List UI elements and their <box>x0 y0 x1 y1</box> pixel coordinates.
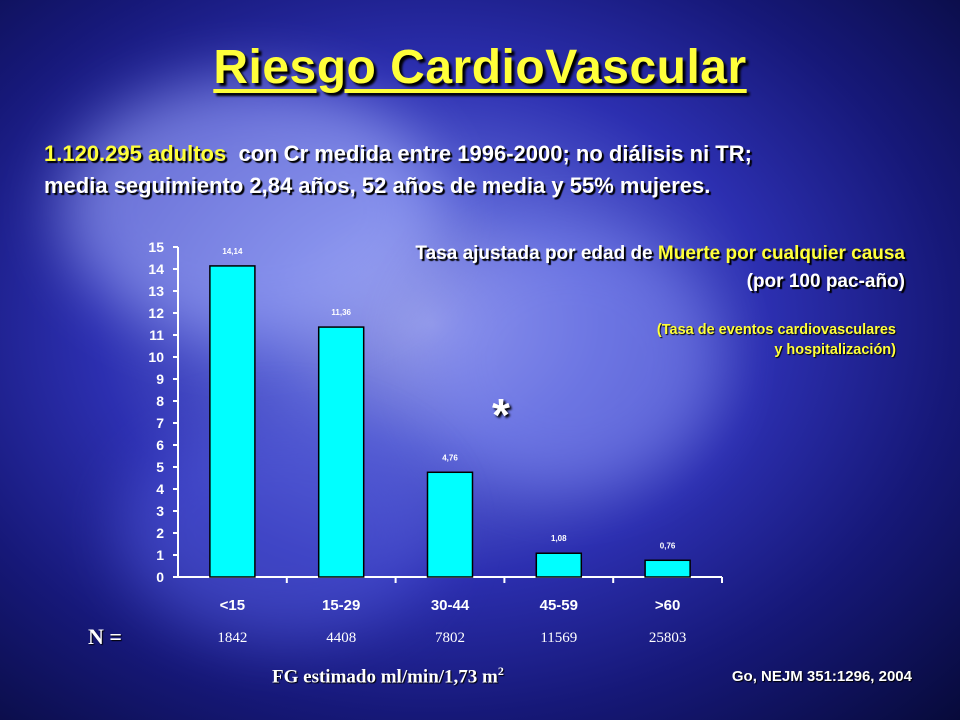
intro-rest: con Cr medida entre 1996-2000; no diális… <box>238 141 752 166</box>
y-tick-label-12: 12 <box>148 305 164 321</box>
bar-2 <box>426 471 474 578</box>
y-tick-label-8: 8 <box>156 393 164 409</box>
x-category-label-1: 15-29 <box>322 597 360 614</box>
asterisk-mark: * <box>492 389 510 441</box>
chart-title-line2: (por 100 pac-año) <box>746 271 905 292</box>
y-tick-label-11: 11 <box>149 327 164 343</box>
bar-0 <box>209 265 256 578</box>
chart-note: (Tasa de eventos cardiovasculares y hosp… <box>657 320 896 360</box>
x-category-label-3: 45-59 <box>540 597 578 614</box>
n-label: N = <box>88 624 122 649</box>
y-tick-label-1: 1 <box>156 547 164 563</box>
intro-highlight: 1.120.295 adultos <box>44 141 227 166</box>
bar-value-label-1: 11,36 <box>331 308 351 317</box>
x-axis-label: FG estimado ml/min/1,73 m2 <box>272 664 504 688</box>
y-tick-label-5: 5 <box>156 459 164 475</box>
chart-title: Tasa ajustada por edad de Muerte por cua… <box>415 240 905 296</box>
intro-line-1: 1.120.295 adultos con Cr medida entre 19… <box>44 141 752 167</box>
bar-value-label-2: 4,76 <box>442 453 458 462</box>
y-tick-label-4: 4 <box>156 481 164 497</box>
bar-3 <box>535 552 583 578</box>
y-tick-label-6: 6 <box>156 437 164 453</box>
y-tick-label-0: 0 <box>156 569 164 585</box>
intro-line-2: media seguimiento 2,84 años, 52 años de … <box>44 173 711 198</box>
chart-note-line1: (Tasa de eventos cardiovasculares <box>656 322 896 338</box>
n-value-0: 1842 <box>217 630 247 646</box>
bar-1 <box>317 326 365 578</box>
chart-note-line2: y hospitalización) <box>774 342 896 358</box>
bar-value-label-3: 1,08 <box>551 534 567 543</box>
y-tick-label-9: 9 <box>156 371 164 387</box>
bar-4 <box>644 559 691 578</box>
x-category-label-0: <15 <box>220 597 245 614</box>
y-tick-label-7: 7 <box>156 415 164 431</box>
x-axis-label-main: FG estimado ml/min/1,73 m <box>272 666 498 688</box>
chart-title-prefix: Tasa ajustada por edad de <box>415 243 658 264</box>
x-category-label-2: 30-44 <box>431 597 470 614</box>
y-tick-label-2: 2 <box>156 525 164 541</box>
n-value-3: 11569 <box>540 630 577 646</box>
y-tick-label-15: 15 <box>148 239 164 255</box>
bar-value-label-4: 0,76 <box>660 541 676 550</box>
x-axis-label-sup: 2 <box>497 664 504 678</box>
n-value-1: 4408 <box>326 630 356 646</box>
n-value-2: 7802 <box>435 630 465 646</box>
n-value-4: 25803 <box>649 630 687 646</box>
y-tick-label-10: 10 <box>148 349 164 365</box>
y-tick-label-13: 13 <box>148 283 164 299</box>
y-tick-label-14: 14 <box>148 261 164 277</box>
citation: Go, NEJM 351:1296, 2004 <box>731 668 912 685</box>
chart-title-highlight: Muerte por cualquier causa <box>657 243 905 264</box>
x-category-label-4: >60 <box>655 597 680 614</box>
y-tick-label-3: 3 <box>156 503 164 519</box>
bar-value-label-0: 14,14 <box>222 247 243 256</box>
slide-title: Riesgo CardioVascular <box>213 41 747 94</box>
